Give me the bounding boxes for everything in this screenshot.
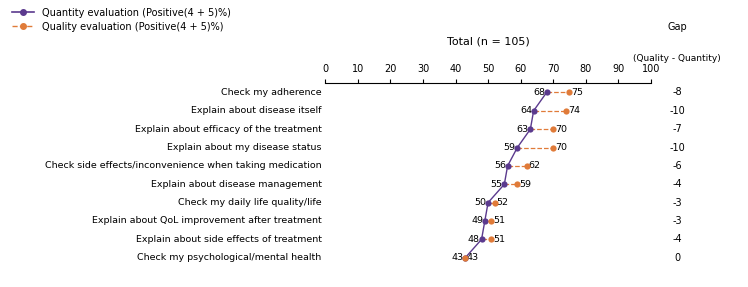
Text: Explain about QoL improvement after treatment: Explain about QoL improvement after trea…: [92, 216, 322, 226]
Text: Explain about disease management: Explain about disease management: [150, 180, 322, 189]
Text: 51: 51: [493, 216, 505, 226]
Text: 0: 0: [674, 253, 680, 263]
Text: 48: 48: [468, 235, 480, 244]
Text: 70: 70: [555, 143, 567, 152]
Text: Gap: Gap: [667, 22, 687, 32]
Text: 51: 51: [493, 235, 505, 244]
Text: -4: -4: [672, 234, 681, 244]
Text: 56: 56: [494, 161, 506, 170]
Text: Check my daily life quality/life: Check my daily life quality/life: [178, 198, 322, 207]
Legend: Quantity evaluation (Positive(4 + 5)%), Quality evaluation (Positive(4 + 5)%): Quantity evaluation (Positive(4 + 5)%), …: [12, 8, 230, 32]
Title: Total (n = 105): Total (n = 105): [447, 37, 530, 47]
Text: 52: 52: [496, 198, 508, 207]
Text: Explain about efficacy of the treatment: Explain about efficacy of the treatment: [135, 125, 322, 134]
Text: 59: 59: [519, 180, 531, 189]
Text: 62: 62: [529, 161, 541, 170]
Text: 59: 59: [503, 143, 515, 152]
Text: -4: -4: [672, 179, 681, 189]
Text: Check my adherence: Check my adherence: [221, 88, 322, 97]
Text: -3: -3: [672, 198, 681, 208]
Text: Explain about my disease status: Explain about my disease status: [167, 143, 322, 152]
Text: -3: -3: [672, 216, 681, 226]
Text: 68: 68: [533, 88, 545, 97]
Text: -10: -10: [669, 106, 685, 116]
Text: -6: -6: [672, 161, 681, 171]
Text: 64: 64: [520, 106, 532, 115]
Text: 70: 70: [555, 125, 567, 134]
Text: 49: 49: [471, 216, 483, 226]
Text: 43: 43: [467, 253, 479, 262]
Text: Explain about side effects of treatment: Explain about side effects of treatment: [135, 235, 322, 244]
Text: -7: -7: [672, 124, 682, 134]
Text: Explain about disease itself: Explain about disease itself: [191, 106, 322, 115]
Text: Check my psychological/mental health: Check my psychological/mental health: [138, 253, 322, 262]
Text: 55: 55: [491, 180, 503, 189]
Text: 75: 75: [571, 88, 583, 97]
Text: Check side effects/inconvenience when taking medication: Check side effects/inconvenience when ta…: [45, 161, 322, 170]
Text: 63: 63: [517, 125, 529, 134]
Text: -10: -10: [669, 143, 685, 152]
Text: -8: -8: [672, 88, 681, 97]
Text: (Quality - Quantity): (Quality - Quantity): [633, 54, 721, 63]
Text: 50: 50: [474, 198, 486, 207]
Text: 74: 74: [568, 106, 580, 115]
Text: 43: 43: [452, 253, 464, 262]
